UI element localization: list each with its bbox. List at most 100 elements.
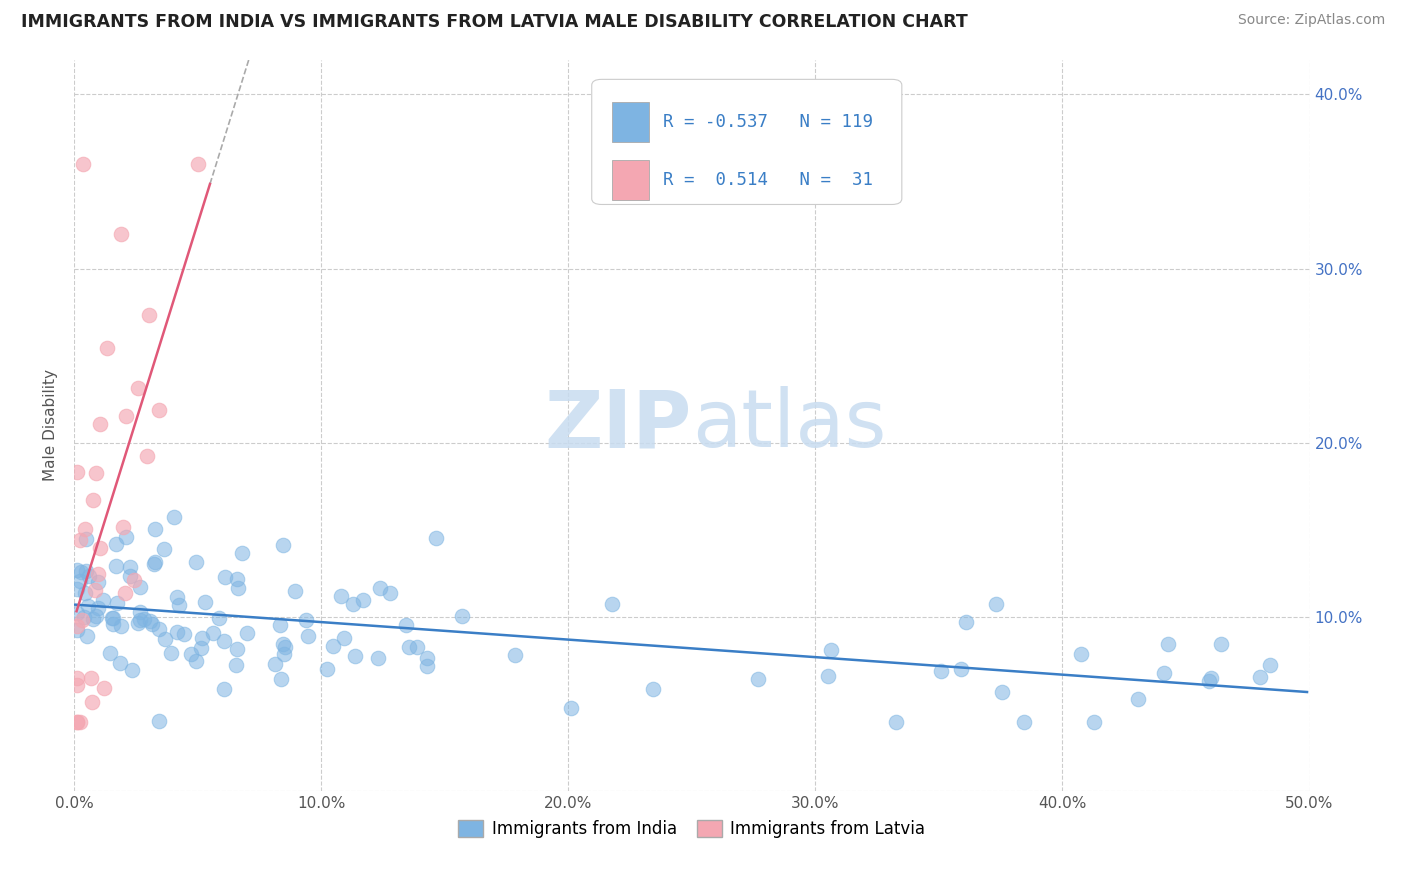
Point [226, 572, 249, 586]
Point [65, 714, 87, 729]
Point [274, 640, 297, 655]
Point [330, 589, 353, 603]
Point [141, 617, 163, 632]
Point [104, 559, 127, 574]
Point [77, 599, 100, 613]
Point [65, 563, 87, 577]
Point [949, 662, 972, 676]
Point [352, 593, 374, 607]
Point [87, 574, 110, 589]
Point [101, 616, 124, 631]
Point [80, 671, 103, 685]
Point [82, 493, 104, 508]
FancyBboxPatch shape [612, 102, 648, 142]
Point [75, 532, 97, 546]
Point [114, 586, 136, 600]
Point [180, 648, 202, 662]
Point [884, 714, 907, 729]
Point [747, 673, 769, 687]
Point [159, 646, 181, 660]
Point [121, 663, 143, 677]
Point [142, 557, 165, 571]
Point [73, 610, 96, 624]
Point [127, 381, 149, 395]
Point [110, 656, 132, 670]
Point [89, 541, 111, 556]
Point [1153, 666, 1175, 681]
Point [105, 596, 128, 610]
Point [65, 672, 87, 686]
Point [1157, 636, 1180, 650]
Point [93, 592, 115, 607]
Point [991, 685, 1014, 699]
Point [451, 609, 474, 624]
Point [1249, 670, 1271, 684]
Point [127, 615, 149, 630]
Text: R =  0.514   N =  31: R = 0.514 N = 31 [664, 171, 873, 189]
Point [194, 594, 217, 608]
Point [1012, 714, 1035, 729]
Point [66, 582, 89, 596]
Point [212, 681, 235, 696]
Point [273, 647, 295, 661]
Point [202, 626, 225, 640]
Point [98, 646, 121, 660]
Legend: Immigrants from India, Immigrants from Latvia: Immigrants from India, Immigrants from L… [451, 814, 932, 845]
Point [118, 560, 141, 574]
Point [101, 611, 124, 625]
Point [1070, 647, 1092, 661]
Point [104, 537, 127, 551]
Point [395, 618, 418, 632]
Point [406, 640, 429, 654]
Point [82, 695, 104, 709]
Point [86, 601, 108, 615]
Point [83, 583, 105, 598]
Point [84, 467, 107, 481]
Point [122, 573, 145, 587]
Point [344, 648, 367, 663]
Point [600, 597, 623, 611]
Point [66, 619, 89, 633]
Point [212, 633, 235, 648]
Point [143, 555, 166, 569]
Point [820, 643, 842, 657]
Point [138, 308, 160, 322]
Text: IMMIGRANTS FROM INDIA VS IMMIGRANTS FROM LATVIA MALE DISABILITY CORRELATION CHAR: IMMIGRANTS FROM INDIA VS IMMIGRANTS FROM… [21, 13, 967, 31]
Point [322, 640, 344, 654]
Point [101, 611, 124, 625]
Point [1198, 673, 1220, 688]
Point [66, 714, 89, 729]
Point [231, 546, 253, 560]
Point [173, 627, 195, 641]
Point [370, 581, 392, 595]
Point [187, 157, 209, 171]
Point [110, 227, 132, 242]
Point [139, 615, 162, 629]
Point [115, 409, 138, 424]
Point [380, 585, 402, 599]
Point [297, 629, 319, 643]
Point [72, 157, 94, 171]
Point [82, 612, 104, 626]
Point [65, 607, 87, 621]
Point [65, 466, 87, 480]
Point [120, 568, 142, 582]
Point [148, 622, 170, 636]
Point [225, 641, 247, 656]
Point [75, 522, 97, 536]
Point [143, 522, 166, 536]
Y-axis label: Male Disability: Male Disability [44, 369, 58, 482]
Point [333, 632, 356, 646]
Point [110, 619, 132, 633]
Point [1083, 714, 1105, 729]
Point [416, 658, 439, 673]
Point [190, 640, 212, 655]
Point [166, 624, 188, 639]
Point [425, 532, 447, 546]
Point [984, 598, 1007, 612]
Point [1211, 637, 1233, 651]
Point [115, 530, 138, 544]
Point [271, 538, 294, 552]
Point [128, 580, 150, 594]
Point [89, 417, 111, 432]
